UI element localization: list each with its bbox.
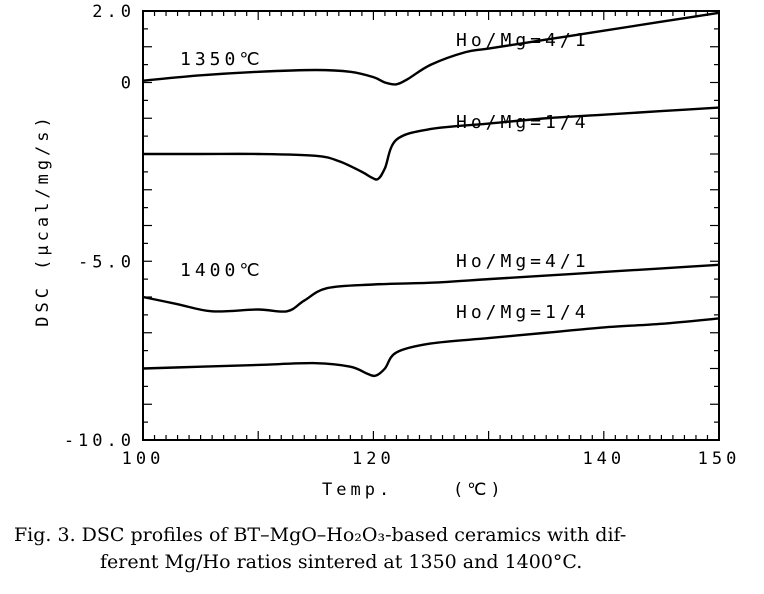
figure-caption: Fig. 3. DSC profiles of BT–MgO–Ho₂O₃-bas…	[14, 522, 754, 576]
ticks: 100 120 140 150 2.0 0 -5.0 -10.0	[64, 2, 741, 469]
caption-line-2: ferent Mg/Ho ratios sintered at 1350 and…	[100, 551, 583, 573]
y-tick-label: -10.0	[64, 431, 135, 451]
y-axis-label: DSC (μcal/mg/s)	[33, 113, 53, 327]
plot-frame	[142, 10, 720, 441]
dsc-chart: DSC (μcal/mg/s) 100 120 140 150 2.0 0 -5.0 -10.…	[33, 2, 741, 500]
y-tick-label: 2.0	[92, 2, 135, 22]
series-line-4	[142, 317, 720, 378]
x-tick-label: 140	[582, 449, 625, 469]
x-tick-label: 120	[352, 449, 395, 469]
series-line-2	[142, 106, 720, 181]
caption-line-1: Fig. 3. DSC profiles of BT–MgO–Ho₂O₃-bas…	[14, 524, 627, 546]
annotation-1350: 1350℃	[180, 49, 264, 70]
series-line-1	[142, 11, 720, 86]
series-line-3	[142, 263, 720, 313]
annotation-series-4-1-1350: Ho/Mg=4/1	[456, 30, 590, 51]
series-lines	[142, 11, 720, 378]
y-tick-label: -5.0	[78, 252, 135, 272]
x-tick-label: 150	[698, 449, 741, 469]
annotation-series-1-4-1350: Ho/Mg=1/4	[456, 112, 590, 133]
x-tick-label: 100	[122, 449, 165, 469]
annotation-1400: 1400℃	[180, 260, 264, 281]
x-axis-unit: (℃)	[453, 480, 505, 500]
annotation-series-4-1-1400: Ho/Mg=4/1	[456, 251, 590, 272]
annotation-series-1-4-1400: Ho/Mg=1/4	[456, 302, 590, 323]
y-tick-label: 0	[121, 74, 135, 94]
y-axis-label-text: DSC (μcal/mg/s)	[33, 113, 53, 327]
x-axis-label: Temp.	[322, 480, 393, 500]
